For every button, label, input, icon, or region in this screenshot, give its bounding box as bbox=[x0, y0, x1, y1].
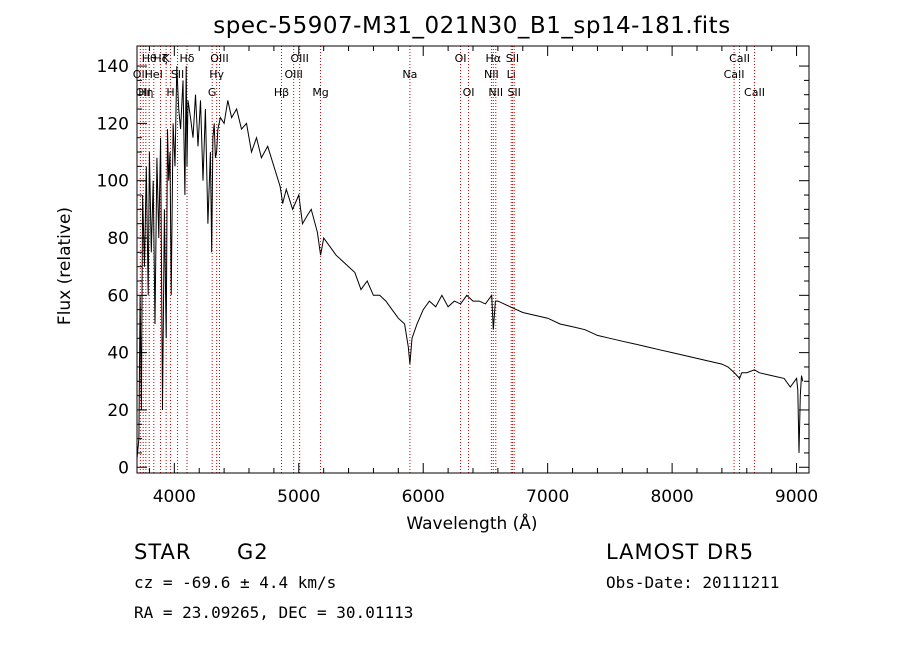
subclass-label: G2 bbox=[237, 540, 269, 564]
axes: 4000 5000 6000 7000 8000 9000 0 20 40 60 80 100 120 1… bbox=[97, 46, 818, 507]
marker-label: CaII bbox=[729, 52, 750, 65]
marker-label: Hζ bbox=[153, 52, 167, 65]
y-tick-label: 140 bbox=[97, 57, 129, 77]
marker-label: Hδ bbox=[180, 52, 195, 65]
x-tick-label: 8000 bbox=[650, 487, 693, 507]
marker-label: Hβ bbox=[274, 86, 289, 99]
survey-label: LAMOST DR5 bbox=[606, 540, 755, 564]
marker-label: Na bbox=[402, 68, 417, 81]
x-tick-label: 4000 bbox=[153, 487, 196, 507]
y-axis-label: Flux (relative) bbox=[55, 207, 75, 325]
marker-label: SII bbox=[507, 86, 520, 99]
spectral-line-markers: OIIOIIHηHθHeIHζKHSIIHδGHγOIIIHβOIIIOIIIM… bbox=[133, 46, 765, 473]
chart-title: spec-55907-M31_021N30_B1_sp14-181.fits bbox=[213, 13, 730, 39]
plot-frame bbox=[136, 45, 810, 474]
obs-date-text: Obs-Date: 20111211 bbox=[606, 573, 780, 592]
x-tick-label: 6000 bbox=[402, 487, 445, 507]
marker-label: HeI bbox=[145, 68, 163, 81]
marker-label: K bbox=[163, 52, 171, 65]
class-label: STAR bbox=[134, 540, 192, 564]
marker-label: SII bbox=[506, 52, 519, 65]
marker-label: Mg bbox=[312, 86, 328, 99]
marker-label: H bbox=[166, 86, 174, 99]
marker-label: NII bbox=[488, 86, 503, 99]
marker-label: OII bbox=[136, 86, 151, 99]
x-tick-label: 9000 bbox=[775, 487, 818, 507]
y-tick-label: 60 bbox=[107, 286, 129, 306]
x-tick-label: 7000 bbox=[526, 487, 569, 507]
y-tick-label: 20 bbox=[107, 401, 129, 421]
marker-label: Hθ bbox=[142, 52, 157, 65]
marker-label: OIII bbox=[290, 52, 308, 65]
y-tick-label: 120 bbox=[97, 114, 129, 134]
marker-label: CaII bbox=[744, 86, 765, 99]
marker-label: G bbox=[208, 86, 217, 99]
x-tick-label: 5000 bbox=[277, 487, 320, 507]
y-tick-label: 0 bbox=[118, 458, 129, 478]
y-tick-label: 80 bbox=[107, 229, 129, 249]
marker-label: NII bbox=[484, 68, 499, 81]
marker-label: OIII bbox=[284, 68, 302, 81]
y-tick-label: 40 bbox=[107, 344, 129, 364]
marker-label: OIII bbox=[210, 52, 228, 65]
marker-label: OI bbox=[463, 86, 475, 99]
spectrum-line bbox=[136, 66, 804, 459]
x-axis-label: Wavelength (Å) bbox=[406, 512, 537, 534]
marker-label: Hη bbox=[138, 86, 153, 99]
y-tick-label: 100 bbox=[97, 172, 129, 192]
marker-label: CaII bbox=[724, 68, 745, 81]
radec-text: RA = 23.09265, DEC = 30.01113 bbox=[134, 603, 414, 622]
marker-label: Li bbox=[507, 68, 516, 81]
marker-label: Hα bbox=[486, 52, 502, 65]
marker-label: Hγ bbox=[209, 68, 224, 81]
redshift-text: cz = -69.6 ± 4.4 km/s bbox=[134, 573, 337, 592]
marker-label: OI bbox=[455, 52, 467, 65]
